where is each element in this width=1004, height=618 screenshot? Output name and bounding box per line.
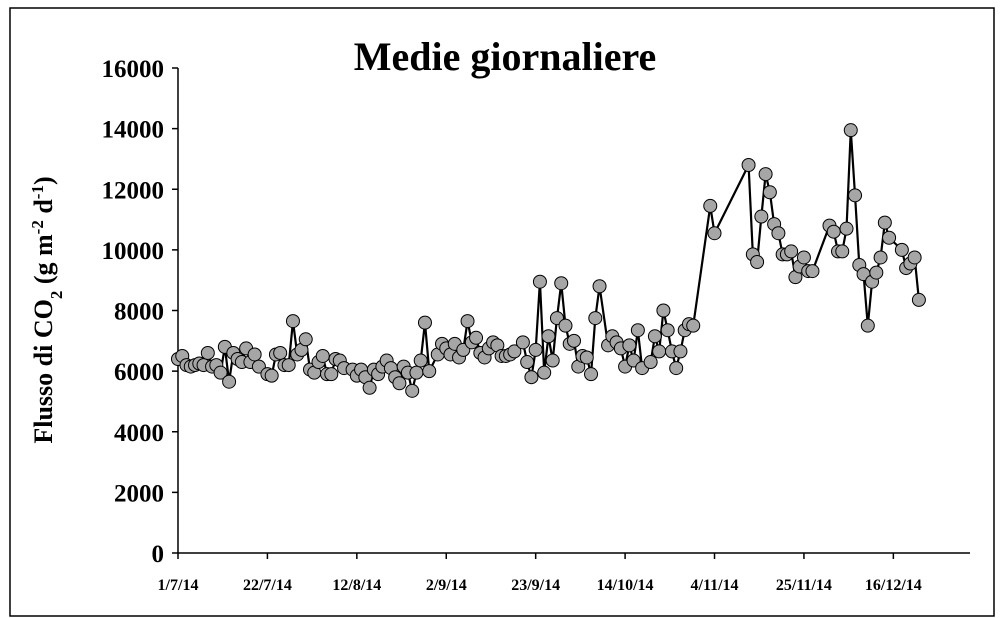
x-tick-label: 25/11/14 (776, 577, 832, 594)
data-point (750, 255, 765, 269)
data-point (839, 221, 854, 236)
data-point (805, 264, 820, 279)
y-tick-label: 14000 (102, 117, 165, 144)
data-point (835, 244, 850, 259)
data-point (703, 198, 718, 213)
y-axis-label-part: -1 (28, 185, 47, 199)
data-point (754, 209, 769, 224)
data-point (796, 250, 811, 265)
data-point (362, 380, 377, 395)
data-point (869, 265, 884, 280)
data-point (285, 314, 300, 329)
data-point (247, 347, 262, 362)
x-tick-label: 16/12/14 (865, 577, 922, 594)
data-point (882, 230, 897, 245)
data-point (392, 376, 407, 391)
data-point (656, 303, 671, 318)
data-point (528, 342, 543, 357)
y-tick-label: 6000 (114, 359, 164, 386)
data-point (507, 344, 522, 359)
data-point (771, 226, 786, 241)
data-point (554, 276, 569, 291)
data-point (520, 355, 535, 370)
y-tick-label: 12000 (102, 177, 165, 204)
data-point (558, 318, 573, 333)
data-point (584, 367, 599, 382)
data-point (652, 344, 667, 359)
data-point (741, 158, 756, 172)
data-point (843, 123, 858, 138)
x-tick-label: 23/9/14 (511, 577, 560, 594)
y-tick-label: 16000 (102, 56, 165, 83)
data-point (579, 350, 594, 365)
y-tick-label: 8000 (114, 299, 164, 326)
data-point (315, 348, 330, 363)
data-point (515, 335, 530, 350)
data-point (877, 215, 892, 230)
y-tick-label: 2000 (114, 480, 164, 507)
frame (9, 7, 995, 617)
data-point (264, 368, 279, 383)
data-point (758, 167, 773, 182)
y-tick-label: 4000 (114, 420, 164, 447)
chart-title: Medie giornaliere (354, 34, 657, 79)
x-tick-label: 4/11/14 (691, 577, 739, 594)
y-axis-label-part: ) (29, 176, 58, 185)
data-point (907, 250, 922, 265)
data-point (673, 344, 688, 359)
data-point (592, 279, 607, 294)
data-point (524, 370, 539, 385)
data-point (622, 338, 637, 353)
data-point (588, 311, 603, 326)
data-point (643, 355, 658, 370)
data-point (422, 364, 437, 379)
data-point (273, 345, 288, 360)
data-point (669, 361, 684, 376)
data-point (324, 367, 339, 382)
data-point (541, 329, 556, 344)
data-point (660, 323, 675, 338)
y-tick-label: 0 (152, 541, 165, 568)
data-point (281, 358, 296, 373)
data-point (911, 292, 926, 307)
data-point (860, 318, 875, 333)
data-point (762, 185, 777, 200)
data-point (545, 353, 560, 368)
y-axis-label-part: d (29, 199, 58, 221)
data-point (417, 315, 432, 330)
data-point (222, 374, 237, 389)
data-point (826, 224, 841, 239)
data-point (460, 314, 475, 329)
x-tick-label: 14/10/14 (597, 577, 654, 594)
data-point (405, 383, 420, 398)
data-point (848, 188, 863, 203)
y-axis-label-part: 2 (47, 291, 66, 300)
data-point (298, 332, 313, 347)
data-point (630, 323, 645, 338)
x-tick-label: 2/9/14 (426, 577, 467, 594)
data-point (532, 274, 547, 289)
y-axis-label-part: (g m (29, 234, 58, 291)
data-point (213, 365, 228, 380)
y-axis-label: Flusso di CO2 (g m-2 d-1) (28, 176, 66, 443)
data-point (409, 365, 424, 380)
x-tick-label: 12/8/14 (332, 577, 381, 594)
data-point (469, 330, 484, 345)
x-tick-label: 22/7/14 (243, 577, 292, 594)
data-point (200, 345, 215, 360)
y-tick-label: 10000 (102, 238, 165, 265)
data-point (647, 329, 662, 344)
data-point (413, 353, 428, 368)
y-axis-label-part: -2 (28, 220, 47, 234)
data-point (784, 244, 799, 259)
y-axis-label-part: Flusso di CO (29, 299, 58, 444)
data-point (873, 250, 888, 265)
x-tick-label: 1/7/14 (158, 577, 199, 594)
data-point (686, 318, 701, 333)
data-point (537, 365, 552, 380)
data-point (707, 226, 722, 241)
data-point (567, 333, 581, 348)
data-point (894, 242, 909, 257)
